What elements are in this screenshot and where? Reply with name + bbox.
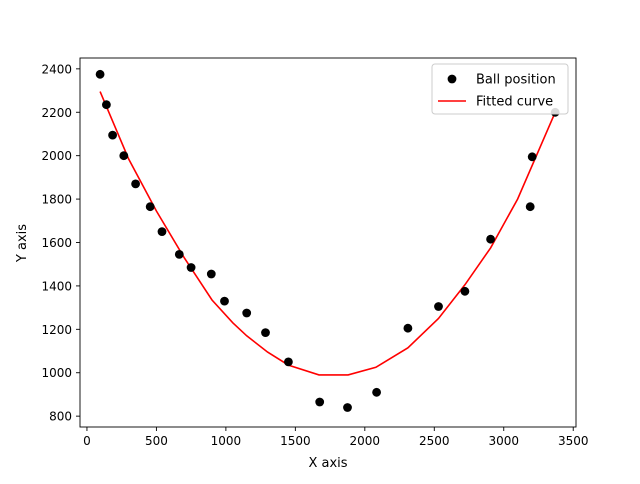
data-point [261,328,270,337]
y-tick-label: 1800 [41,193,72,207]
legend-marker-ball-position [447,74,457,84]
data-point [174,250,184,259]
x-tick-label: 2000 [350,434,381,448]
y-tick-label: 1200 [41,323,72,337]
data-point [315,397,325,407]
y-axis-label: Y axis [15,224,30,263]
data-point [460,286,470,296]
y-tick-label: 800 [49,410,72,424]
y-tick-label: 2200 [41,106,72,120]
data-point [284,357,293,367]
x-tick-label: 500 [145,434,168,448]
data-point [206,269,216,279]
x-tick-label: 0 [83,434,91,448]
data-point [119,151,129,161]
x-tick-label: 2500 [419,434,450,448]
data-point [403,323,413,333]
y-tick-label: 1000 [41,366,72,380]
y-tick-label: 1600 [41,236,72,250]
axes: 0 500 1000 1500 2000 2500 3000 3500 800 1000 1200 1… [41,57,589,448]
y-tick-label: 1400 [41,279,72,293]
data-point [108,130,117,140]
data-point [102,100,111,110]
legend-label: Fitted curve [476,95,553,110]
x-tick-label: 3500 [558,434,589,448]
data-point [95,69,105,79]
data-point [527,152,537,162]
data-point [157,227,167,237]
data-point [131,179,141,189]
data-point [525,202,535,212]
x-tick-label: 3000 [488,434,519,448]
data-point [434,302,443,311]
x-tick-label: 1500 [280,434,311,448]
data-point [220,296,229,306]
y-tick-label: 2000 [41,149,72,163]
legend: Ball position Fitted curve [431,63,569,115]
data-point [145,202,155,212]
data-point [343,403,352,412]
data-point [186,263,196,272]
fitted-curve-line [99,91,556,376]
data-point [486,234,495,244]
y-tick-label: 2400 [41,62,72,76]
x-axis-label: X axis [308,456,347,471]
x-tick-label: 1000 [211,434,242,448]
plot-area [95,69,560,412]
legend-label: Ball position [476,73,556,88]
data-point [372,387,381,397]
data-point [242,308,252,318]
